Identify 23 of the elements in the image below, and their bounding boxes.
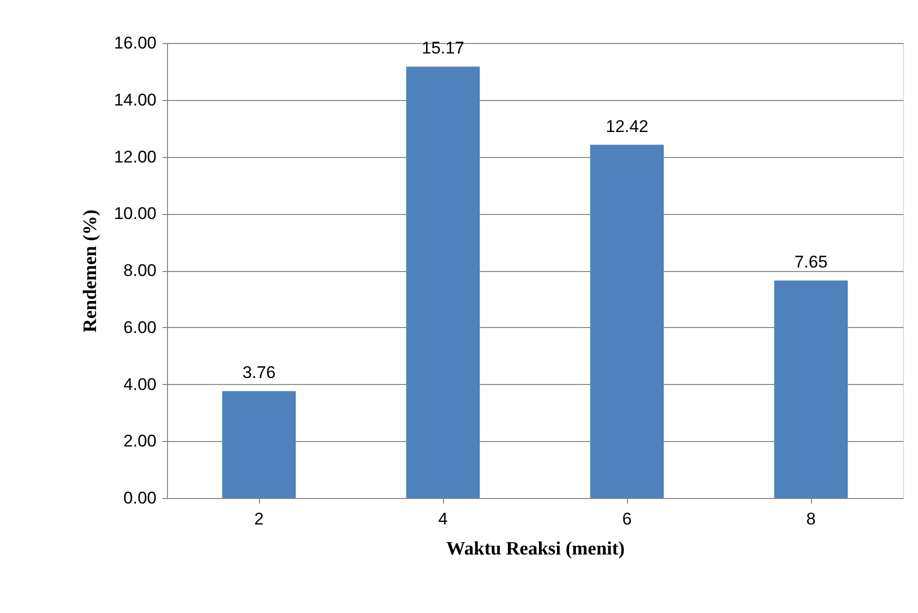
x-tick-label: 4 (438, 510, 448, 528)
x-axis-title: Waktu Reaksi (menit) (446, 538, 625, 560)
data-label: 15.17 (422, 38, 464, 58)
y-tick-label: 0.00 (123, 488, 156, 508)
bar (590, 144, 664, 498)
bar (222, 391, 296, 498)
x-tick-label: 6 (622, 510, 632, 528)
y-tick-label: 2.00 (123, 432, 156, 451)
data-label: 3.76 (242, 363, 276, 382)
y-tick-label: 8.00 (123, 261, 156, 280)
y-axis-title: Rendemen (%) (80, 210, 101, 332)
y-tick-label: 16.00 (114, 34, 156, 52)
y-tick-label: 14.00 (114, 90, 156, 110)
y-tick-label: 10.00 (114, 204, 156, 224)
y-tick-label: 6.00 (123, 318, 156, 337)
y-tick-label: 4.00 (123, 374, 156, 394)
data-label: 7.65 (794, 252, 828, 272)
bar (406, 66, 480, 498)
data-label: 12.42 (606, 116, 648, 136)
x-tick-label: 8 (806, 510, 816, 528)
bar (774, 280, 848, 498)
x-tick-label: 2 (254, 510, 264, 528)
y-tick-label: 12.00 (114, 147, 156, 166)
